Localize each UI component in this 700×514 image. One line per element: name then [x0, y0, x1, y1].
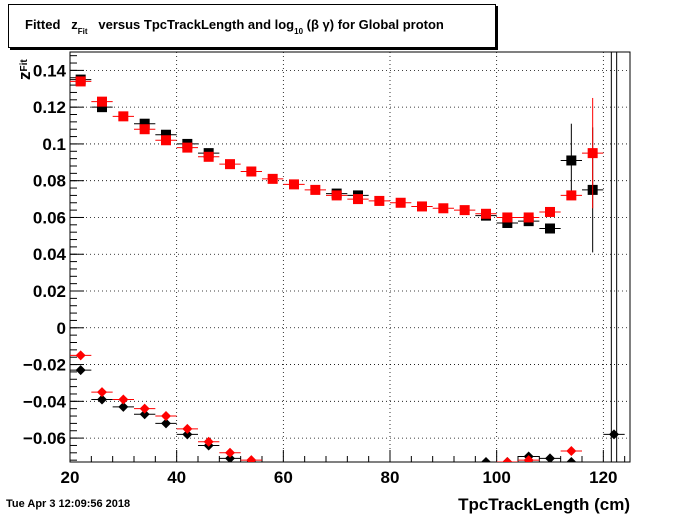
- title-prefix: Fitted: [25, 17, 61, 32]
- data-point-diamond: [566, 445, 577, 456]
- data-point-square: [75, 76, 86, 87]
- data-point-square: [587, 148, 598, 159]
- data-point-square: [523, 212, 534, 223]
- y-tick-label: −0.02: [23, 356, 66, 375]
- data-point-diamond: [118, 394, 129, 405]
- data-point-square: [97, 102, 107, 113]
- x-axis-title: TpcTrackLength (cm): [458, 495, 630, 514]
- data-point-diamond: [182, 423, 193, 434]
- y-tick-label: −0.04: [23, 392, 67, 411]
- data-point-square: [225, 159, 235, 170]
- data-point-diamond: [182, 429, 193, 440]
- data-point-diamond: [225, 447, 235, 458]
- x-tick-label: 100: [482, 468, 510, 487]
- data-point-square: [331, 190, 342, 201]
- data-point-square: [374, 195, 385, 206]
- y-tick-label: 0.14: [33, 61, 67, 80]
- data-point-square: [97, 96, 107, 107]
- x-tick-label: 120: [589, 468, 617, 487]
- y-tick-label: −0.06: [23, 429, 66, 448]
- data-point-diamond: [203, 436, 214, 447]
- title-z-sub: Fit: [77, 27, 88, 36]
- title-box: Fitted zFit versus TpcTrackLength and lo…: [8, 4, 496, 48]
- title-middle: versus TpcTrackLength and log: [98, 17, 295, 32]
- data-point-square: [182, 142, 193, 153]
- x-tick-label: 20: [61, 468, 80, 487]
- data-point-diamond: [161, 411, 171, 422]
- data-point-square: [545, 223, 555, 234]
- data-point-square: [161, 129, 171, 140]
- data-point-square: [267, 173, 278, 184]
- data-point-square: [459, 205, 470, 216]
- data-point-diamond: [118, 401, 129, 412]
- data-point-square: [139, 118, 150, 129]
- data-point-square: [161, 135, 171, 146]
- data-point-square: [566, 190, 577, 201]
- data-point-diamond: [481, 457, 491, 462]
- data-point-diamond: [97, 387, 107, 398]
- data-point-square: [481, 208, 491, 219]
- x-tick-label: 60: [274, 468, 293, 487]
- data-point-diamond: [523, 455, 534, 462]
- data-point-diamond: [161, 418, 171, 429]
- data-point-square: [289, 179, 299, 190]
- y-tick-label: 0.02: [33, 282, 66, 301]
- data-point-diamond: [97, 394, 107, 405]
- y-tick-label: 0.06: [33, 208, 66, 227]
- y-axis-title: zFit: [15, 59, 34, 80]
- y-tick-label: 0: [57, 319, 66, 338]
- x-tick-label: 80: [381, 468, 400, 487]
- data-point-square: [353, 194, 363, 205]
- y-axis-title-z: z: [15, 72, 34, 81]
- data-point-square: [395, 197, 406, 208]
- plot-frame: [69, 51, 631, 463]
- data-point-diamond: [75, 365, 86, 376]
- y-tick-label: 0.12: [33, 98, 66, 117]
- y-tick-label: 0.1: [42, 135, 66, 154]
- data-point-square: [118, 111, 129, 122]
- timestamp: Tue Apr 3 12:09:56 2018: [6, 498, 131, 510]
- x-tick-label: 40: [167, 468, 186, 487]
- y-axis-title-sub: Fit: [19, 59, 30, 72]
- data-point-square: [545, 206, 555, 217]
- data-point-square: [139, 124, 150, 135]
- data-point-diamond: [246, 455, 257, 462]
- data-point-square: [502, 212, 513, 223]
- title-log-sub: 10: [294, 27, 304, 36]
- data-point-diamond: [502, 457, 513, 462]
- data-point-square: [438, 203, 449, 214]
- data-point-diamond: [139, 409, 150, 420]
- data-point-diamond: [545, 453, 555, 462]
- data-point-diamond: [139, 403, 150, 414]
- y-tick-label: 0.04: [33, 245, 67, 264]
- svg-text:zFit: zFit: [15, 59, 34, 80]
- data-point-square: [566, 155, 577, 166]
- chart-title: Fitted zFit versus TpcTrackLength and lo…: [25, 17, 444, 36]
- y-tick-label: 0.08: [33, 172, 66, 191]
- grid: [69, 52, 630, 462]
- data-point-square: [502, 217, 513, 228]
- title-suffix: (β γ) for Global proton: [306, 17, 444, 32]
- data-point-square: [203, 151, 214, 162]
- axis-ticks: [69, 55, 626, 462]
- data-point-square: [417, 201, 427, 212]
- tick-labels: 20 40 60 80 100 120 −0.06 −0.04 −0.02 0 0.02 0.04 0.…: [23, 61, 618, 487]
- title-z: z: [71, 17, 78, 32]
- data-point-diamond: [75, 350, 86, 361]
- data-marks: [70, 52, 625, 462]
- data-point-square: [246, 166, 257, 177]
- data-point-square: [310, 184, 321, 195]
- data-point-diamond: [566, 457, 577, 462]
